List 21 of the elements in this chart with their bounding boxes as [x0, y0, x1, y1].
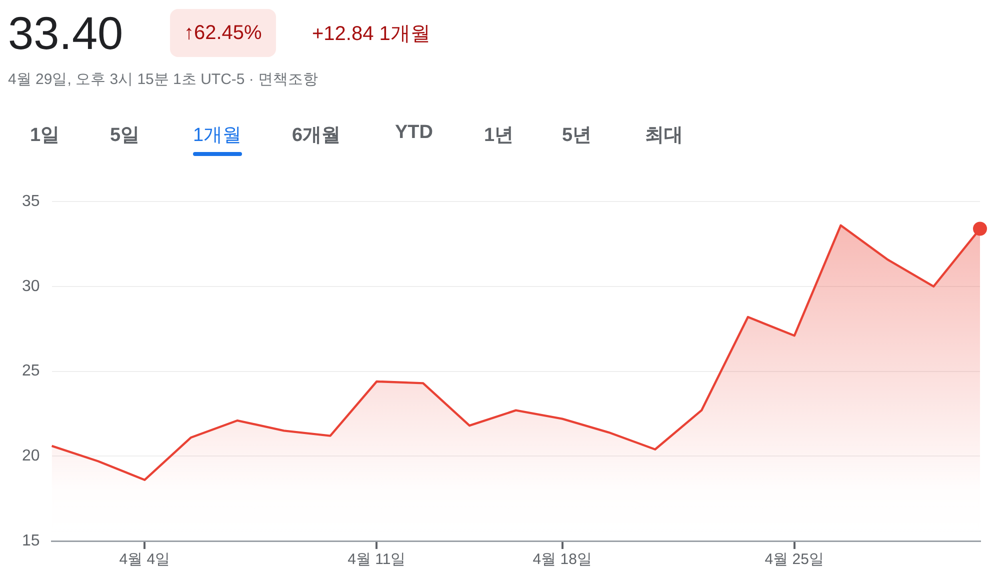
y-tick-label: 20	[22, 448, 40, 465]
x-tick-label: 4월 11일	[348, 551, 406, 568]
text: 5년	[562, 125, 592, 146]
text: +12.84 1개월	[312, 22, 430, 47]
chart-title: 33.40	[8, 6, 124, 60]
chart-subtitle: 4월 29일, 오후 3시 15분 1초 UTC-5 · 면책조항	[8, 70, 318, 89]
text: 1일	[30, 125, 60, 146]
text: 5일	[110, 125, 140, 146]
y-tick-label: 15	[22, 532, 40, 550]
text: 1개월	[193, 125, 242, 146]
text: 최대	[645, 125, 683, 146]
x-tick-label: 4월 25일	[764, 551, 824, 568]
text: 1년	[484, 125, 514, 146]
y-tick-label: 25	[22, 362, 40, 380]
text: YTD	[395, 122, 433, 143]
y-tick-label: 35	[22, 193, 40, 210]
text: ↑62.45%	[170, 9, 276, 57]
x-tick-label: 4월 4일	[119, 551, 170, 568]
x-tick-label: 4월 18일	[532, 551, 592, 568]
y-tick-label: 30	[22, 278, 40, 295]
text: 6개월	[292, 125, 341, 146]
